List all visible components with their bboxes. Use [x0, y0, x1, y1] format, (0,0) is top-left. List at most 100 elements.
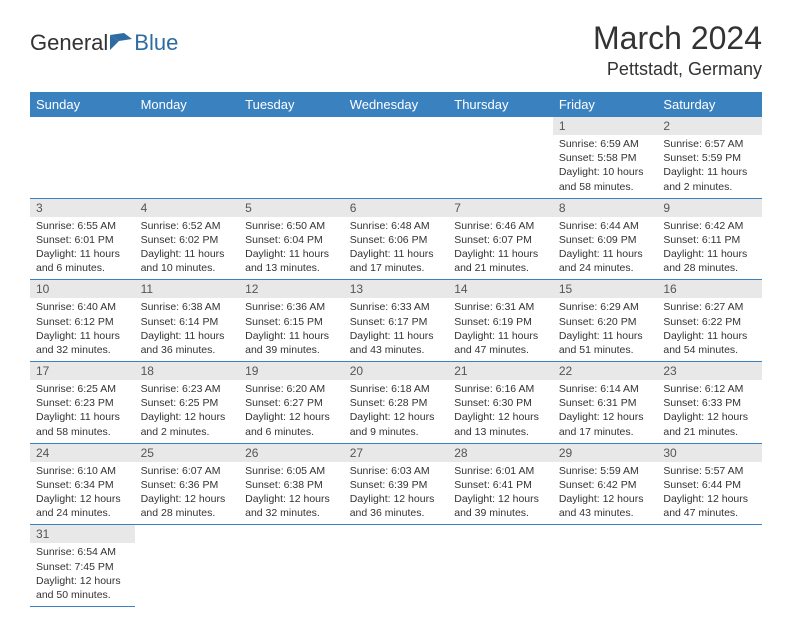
sunset-text: Sunset: 6:28 PM [350, 396, 443, 410]
sunrise-text: Sunrise: 6:42 AM [663, 219, 756, 233]
calendar-cell: 30Sunrise: 5:57 AMSunset: 6:44 PMDayligh… [657, 443, 762, 525]
calendar-cell: 26Sunrise: 6:05 AMSunset: 6:38 PMDayligh… [239, 443, 344, 525]
calendar-cell: 22Sunrise: 6:14 AMSunset: 6:31 PMDayligh… [553, 362, 658, 444]
calendar-cell: 7Sunrise: 6:46 AMSunset: 6:07 PMDaylight… [448, 198, 553, 280]
sunrise-text: Sunrise: 6:57 AM [663, 137, 756, 151]
sunrise-text: Sunrise: 6:55 AM [36, 219, 129, 233]
day-details: Sunrise: 6:07 AMSunset: 6:36 PMDaylight:… [135, 462, 240, 525]
day-number: 14 [448, 280, 553, 298]
calendar-cell: 11Sunrise: 6:38 AMSunset: 6:14 PMDayligh… [135, 280, 240, 362]
sunrise-text: Sunrise: 6:05 AM [245, 464, 338, 478]
page-title: March 2024 [593, 20, 762, 57]
calendar-body: ..... 1Sunrise: 6:59 AMSunset: 5:58 PMDay… [30, 117, 762, 607]
daylight-text: Daylight: 12 hours and 47 minutes. [663, 492, 756, 520]
calendar-cell: 19Sunrise: 6:20 AMSunset: 6:27 PMDayligh… [239, 362, 344, 444]
daylight-text: Daylight: 11 hours and 39 minutes. [245, 329, 338, 357]
day-details: Sunrise: 6:10 AMSunset: 6:34 PMDaylight:… [30, 462, 135, 525]
daylight-text: Daylight: 12 hours and 17 minutes. [559, 410, 652, 438]
sunset-text: Sunset: 6:36 PM [141, 478, 234, 492]
sunrise-text: Sunrise: 6:07 AM [141, 464, 234, 478]
daylight-text: Daylight: 12 hours and 13 minutes. [454, 410, 547, 438]
day-number: 27 [344, 444, 449, 462]
sunrise-text: Sunrise: 6:46 AM [454, 219, 547, 233]
dow-saturday: Saturday [657, 92, 762, 117]
calendar-header-row: Sunday Monday Tuesday Wednesday Thursday… [30, 92, 762, 117]
daylight-text: Daylight: 11 hours and 24 minutes. [559, 247, 652, 275]
dow-wednesday: Wednesday [344, 92, 449, 117]
title-block: March 2024 Pettstadt, Germany [593, 20, 762, 80]
day-details: Sunrise: 6:38 AMSunset: 6:14 PMDaylight:… [135, 298, 240, 361]
day-details: Sunrise: 6:12 AMSunset: 6:33 PMDaylight:… [657, 380, 762, 443]
calendar-cell: 1Sunrise: 6:59 AMSunset: 5:58 PMDaylight… [553, 117, 658, 198]
day-details: Sunrise: 6:33 AMSunset: 6:17 PMDaylight:… [344, 298, 449, 361]
daylight-text: Daylight: 11 hours and 32 minutes. [36, 329, 129, 357]
calendar-cell: 3Sunrise: 6:55 AMSunset: 6:01 PMDaylight… [30, 198, 135, 280]
daylight-text: Daylight: 12 hours and 24 minutes. [36, 492, 129, 520]
day-number: 10 [30, 280, 135, 298]
sunrise-text: Sunrise: 6:40 AM [36, 300, 129, 314]
day-details: Sunrise: 6:31 AMSunset: 6:19 PMDaylight:… [448, 298, 553, 361]
calendar-cell: 29Sunrise: 5:59 AMSunset: 6:42 PMDayligh… [553, 443, 658, 525]
calendar-cell: 17Sunrise: 6:25 AMSunset: 6:23 PMDayligh… [30, 362, 135, 444]
calendar-cell: . [135, 117, 240, 198]
calendar-cell: 25Sunrise: 6:07 AMSunset: 6:36 PMDayligh… [135, 443, 240, 525]
calendar-cell: . [135, 525, 240, 607]
daylight-text: Daylight: 11 hours and 13 minutes. [245, 247, 338, 275]
page-subtitle: Pettstadt, Germany [593, 59, 762, 80]
day-number: 15 [553, 280, 658, 298]
dow-friday: Friday [553, 92, 658, 117]
daylight-text: Daylight: 12 hours and 39 minutes. [454, 492, 547, 520]
day-details: Sunrise: 6:40 AMSunset: 6:12 PMDaylight:… [30, 298, 135, 361]
calendar-cell: 6Sunrise: 6:48 AMSunset: 6:06 PMDaylight… [344, 198, 449, 280]
sunrise-text: Sunrise: 6:20 AM [245, 382, 338, 396]
calendar-cell: 5Sunrise: 6:50 AMSunset: 6:04 PMDaylight… [239, 198, 344, 280]
day-details: Sunrise: 6:36 AMSunset: 6:15 PMDaylight:… [239, 298, 344, 361]
day-number: 13 [344, 280, 449, 298]
calendar-cell: 31Sunrise: 6:54 AMSunset: 7:45 PMDayligh… [30, 525, 135, 607]
calendar-cell: . [239, 117, 344, 198]
day-details: Sunrise: 6:42 AMSunset: 6:11 PMDaylight:… [657, 217, 762, 280]
day-details: Sunrise: 5:57 AMSunset: 6:44 PMDaylight:… [657, 462, 762, 525]
sunset-text: Sunset: 6:30 PM [454, 396, 547, 410]
sunset-text: Sunset: 6:11 PM [663, 233, 756, 247]
daylight-text: Daylight: 11 hours and 21 minutes. [454, 247, 547, 275]
day-number: 28 [448, 444, 553, 462]
logo-flag-icon [110, 32, 132, 55]
day-number: 1 [553, 117, 658, 135]
calendar-cell: . [30, 117, 135, 198]
logo: General Blue [30, 20, 178, 56]
day-details: Sunrise: 6:55 AMSunset: 6:01 PMDaylight:… [30, 217, 135, 280]
daylight-text: Daylight: 12 hours and 50 minutes. [36, 574, 129, 602]
daylight-text: Daylight: 11 hours and 17 minutes. [350, 247, 443, 275]
day-number: 23 [657, 362, 762, 380]
calendar-cell: 8Sunrise: 6:44 AMSunset: 6:09 PMDaylight… [553, 198, 658, 280]
day-details: Sunrise: 6:05 AMSunset: 6:38 PMDaylight:… [239, 462, 344, 525]
day-details: Sunrise: 6:18 AMSunset: 6:28 PMDaylight:… [344, 380, 449, 443]
calendar-cell: 4Sunrise: 6:52 AMSunset: 6:02 PMDaylight… [135, 198, 240, 280]
daylight-text: Daylight: 12 hours and 28 minutes. [141, 492, 234, 520]
daylight-text: Daylight: 11 hours and 36 minutes. [141, 329, 234, 357]
sunrise-text: Sunrise: 6:01 AM [454, 464, 547, 478]
day-details: Sunrise: 5:59 AMSunset: 6:42 PMDaylight:… [553, 462, 658, 525]
day-details: Sunrise: 6:44 AMSunset: 6:09 PMDaylight:… [553, 217, 658, 280]
day-details: Sunrise: 6:29 AMSunset: 6:20 PMDaylight:… [553, 298, 658, 361]
day-number: 3 [30, 199, 135, 217]
calendar-cell: . [344, 117, 449, 198]
day-details: Sunrise: 6:14 AMSunset: 6:31 PMDaylight:… [553, 380, 658, 443]
sunrise-text: Sunrise: 6:10 AM [36, 464, 129, 478]
calendar-cell: 20Sunrise: 6:18 AMSunset: 6:28 PMDayligh… [344, 362, 449, 444]
sunset-text: Sunset: 6:34 PM [36, 478, 129, 492]
calendar-row: 31Sunrise: 6:54 AMSunset: 7:45 PMDayligh… [30, 525, 762, 607]
daylight-text: Daylight: 11 hours and 54 minutes. [663, 329, 756, 357]
day-number: 18 [135, 362, 240, 380]
day-number: 6 [344, 199, 449, 217]
day-details: Sunrise: 6:48 AMSunset: 6:06 PMDaylight:… [344, 217, 449, 280]
day-number: 30 [657, 444, 762, 462]
sunrise-text: Sunrise: 6:27 AM [663, 300, 756, 314]
daylight-text: Daylight: 10 hours and 58 minutes. [559, 165, 652, 193]
sunset-text: Sunset: 6:06 PM [350, 233, 443, 247]
logo-text-general: General [30, 30, 108, 56]
day-number: 12 [239, 280, 344, 298]
sunset-text: Sunset: 6:42 PM [559, 478, 652, 492]
sunrise-text: Sunrise: 6:23 AM [141, 382, 234, 396]
